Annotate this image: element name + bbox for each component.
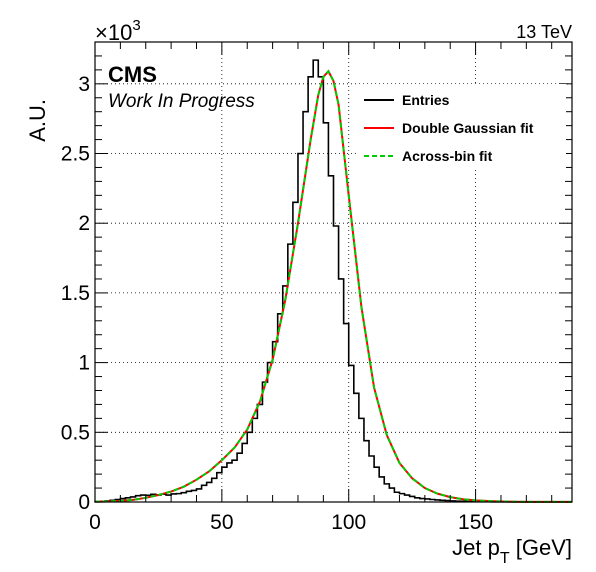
legend-label-across-bin: Across-bin fit: [402, 148, 493, 164]
y-exponent-prefix: ×10: [95, 20, 132, 45]
x-axis-title-unit: [GeV]: [510, 535, 572, 560]
y-tick-label: 3: [78, 73, 90, 96]
x-axis-title-sub: T: [500, 550, 510, 567]
energy-label: 13 TeV: [516, 22, 572, 42]
y-exponent-label: ×103: [95, 17, 141, 45]
x-tick-label: 100: [331, 511, 366, 534]
plot-frame: [94, 41, 573, 503]
experiment-label: CMS: [108, 62, 157, 87]
tick-labels: 0 50 100 150 0 0.5 1 1.5 2 2.5 3: [61, 73, 493, 534]
y-exponent-power: 3: [132, 17, 140, 34]
y-tick-label: 0.5: [61, 421, 90, 444]
x-axis-title-main: Jet p: [452, 535, 500, 560]
y-axis-title: A.U.: [25, 99, 50, 142]
axis-ticks: [94, 41, 572, 503]
y-tick-label: 2.5: [61, 143, 90, 166]
fit-line-across-bin: [94, 69, 573, 503]
plot-area: [94, 59, 573, 503]
x-axis-title: Jet pT [GeV]: [452, 535, 572, 567]
y-tick-label: 0: [78, 491, 90, 514]
status-label: Work In Progress: [108, 91, 255, 112]
y-tick-label: 1.5: [61, 282, 90, 305]
y-tick-label: 2: [78, 212, 90, 235]
x-tick-label: 50: [210, 511, 233, 534]
y-tick-label: 1: [78, 352, 90, 375]
legend-label-double-gaussian: Double Gaussian fit: [402, 120, 534, 136]
legend: Entries Double Gaussian fit Across-bin f…: [356, 84, 566, 170]
x-tick-label: 0: [89, 511, 101, 534]
histogram-entries: [94, 59, 572, 503]
x-tick-label: 150: [458, 511, 493, 534]
legend-label-entries: Entries: [402, 92, 450, 108]
